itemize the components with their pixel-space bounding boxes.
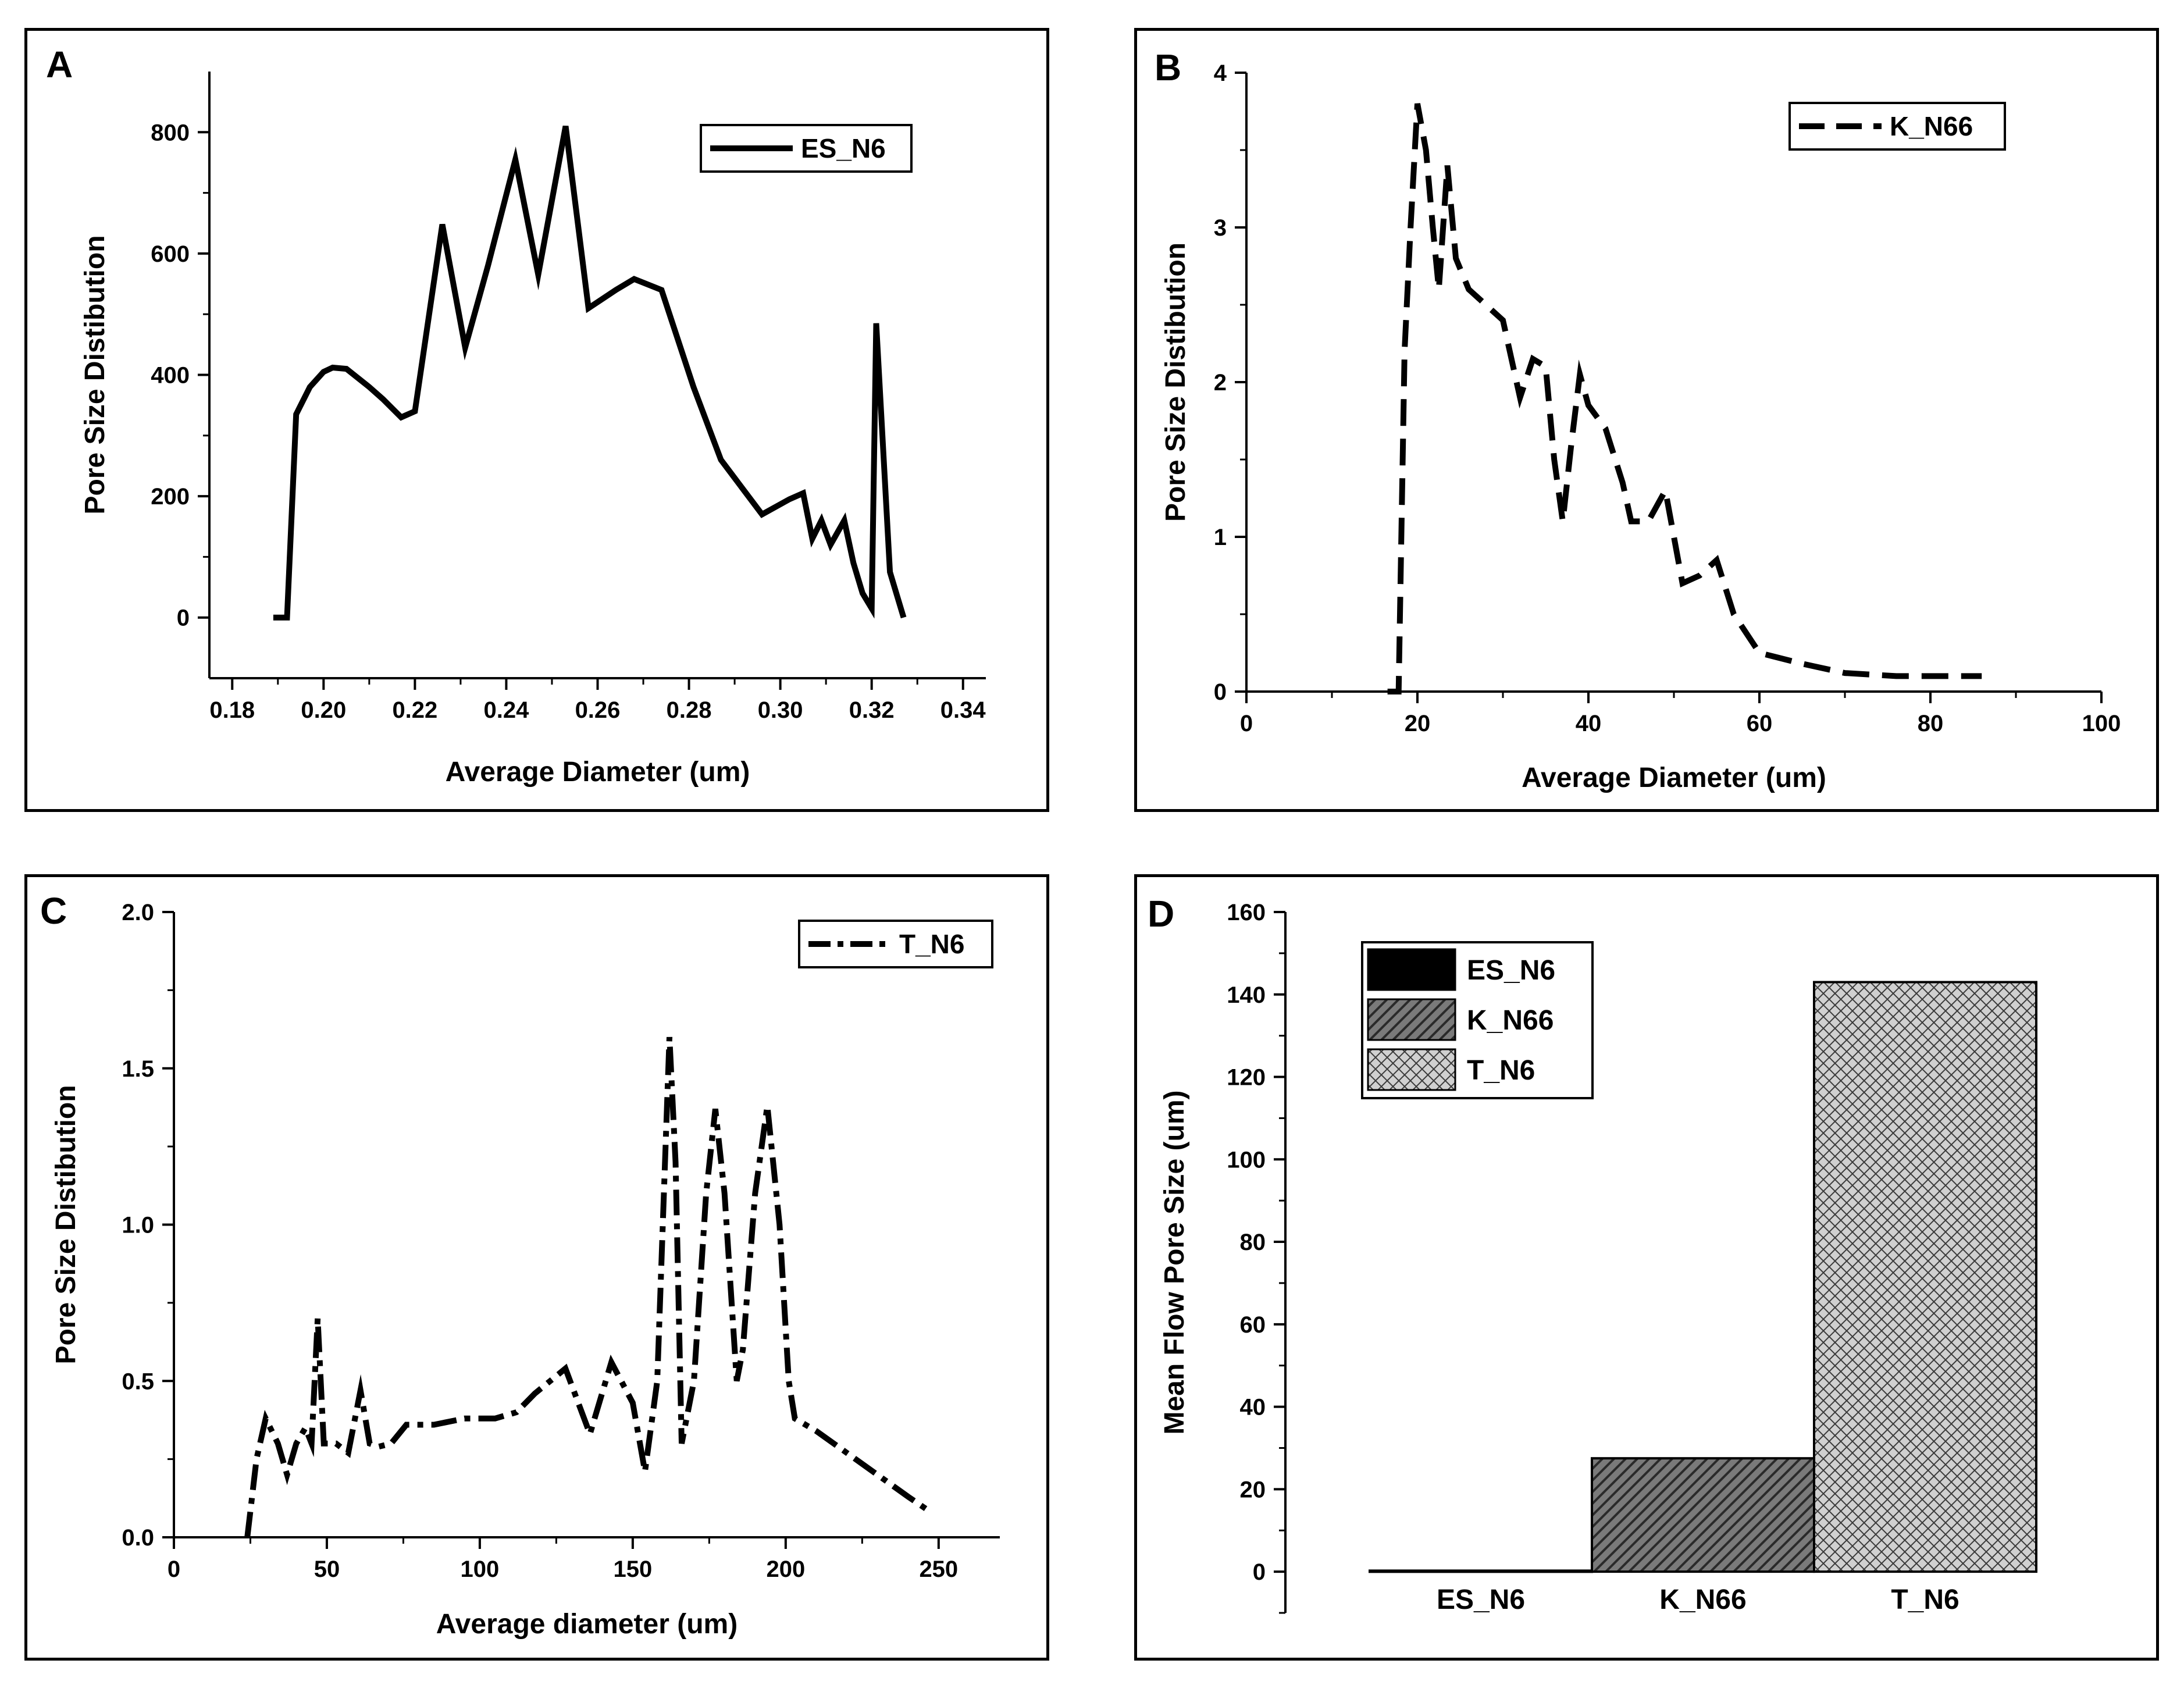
panel-a: A 0.18 0.20 0.22 0.24 0.26 0.28 0.30 0.32 0.34 0 20… [24, 28, 1049, 812]
legend-swatch [1367, 998, 1456, 1041]
x-tick-label: 0.32 [849, 697, 895, 723]
x-category-label: ES_N6 [1437, 1584, 1525, 1615]
chart-d: D 0 20 40 60 80 100 120 140 160 Mean Flow Pore Siz… [1148, 893, 2037, 1615]
x-axis-label: Average Diameter (um) [1522, 763, 1826, 793]
series-line-t-n6 [244, 1036, 928, 1538]
legend-swatch [1367, 948, 1456, 991]
y-tick-label: 1.5 [122, 1056, 154, 1082]
legend-label: T_N6 [899, 929, 964, 959]
x-tick-label: 0.30 [758, 697, 803, 723]
y-tick-label: 0 [1214, 679, 1227, 705]
y-tick-label: 0 [1253, 1559, 1266, 1585]
y-axis-label: Pore Size Distibution [51, 1085, 81, 1364]
y-tick-label: 2.0 [122, 900, 154, 925]
x-tick-label: 50 [314, 1556, 340, 1582]
x-tick-label: 0 [1240, 711, 1253, 736]
chart-c: C 0 50 100 150 200 250 0.0 0.5 1.0 1.5 2.0 Average d… [40, 890, 1000, 1640]
y-tick-label: 600 [151, 241, 190, 267]
y-tick-label: 140 [1227, 982, 1266, 1008]
x-tick-label: 150 [614, 1556, 653, 1582]
panel-d: D 0 20 40 60 80 100 120 140 160 Mean Flow Pore Siz… [1134, 874, 2159, 1661]
panel-c: C 0 50 100 150 200 250 0.0 0.5 1.0 1.5 2.0 Average d… [24, 874, 1049, 1661]
y-tick-label: 120 [1227, 1065, 1266, 1091]
y-tick-label: 2 [1214, 370, 1227, 396]
y-tick-label: 160 [1227, 900, 1266, 925]
chart-b: B 0 20 40 60 80 100 0 1 2 3 4 Average Diameter (um) P… [1155, 47, 2121, 793]
legend-swatch [1367, 1048, 1456, 1091]
y-tick-label: 1 [1214, 525, 1227, 550]
x-category-label: T_N6 [1891, 1584, 1959, 1615]
panel-b: B 0 20 40 60 80 100 0 1 2 3 4 Average Diameter (um) P… [1134, 28, 2159, 812]
x-tick-label: 0.20 [301, 697, 346, 723]
x-tick-label: 0.26 [575, 697, 621, 723]
y-tick-label: 0.5 [122, 1369, 154, 1394]
y-tick-label: 4 [1214, 60, 1227, 86]
legend-box [798, 920, 993, 968]
x-tick-label: 0.22 [392, 697, 437, 723]
y-tick-label: 0 [177, 605, 190, 631]
y-tick-label: 800 [151, 120, 190, 145]
legend-label: ES_N6 [801, 133, 886, 163]
bar-k-n66 [1591, 1457, 1815, 1573]
y-tick-label: 100 [1227, 1147, 1266, 1173]
x-tick-label: 100 [2082, 711, 2121, 736]
legend-label: K_N66 [1890, 111, 1973, 141]
x-tick-label: 0 [168, 1556, 180, 1582]
y-axis-label: Pore Size Distibution [1160, 243, 1191, 522]
y-tick-label: 60 [1240, 1312, 1266, 1338]
panel-letter: C [40, 890, 67, 932]
x-tick-label: 80 [1918, 711, 1944, 736]
panel-letter: A [46, 44, 73, 86]
panel-letter: D [1148, 893, 1174, 935]
x-tick-label: 200 [766, 1556, 805, 1582]
series-line-es-n6 [273, 125, 907, 621]
x-axis-label: Average Diameter (um) [446, 757, 750, 788]
y-axis-label: Mean Flow Pore Size (um) [1159, 1090, 1190, 1434]
y-tick-label: 1.0 [122, 1213, 154, 1238]
bar-t-n6 [1813, 981, 2037, 1573]
x-tick-label: 0.28 [667, 697, 712, 723]
y-tick-label: 80 [1240, 1230, 1266, 1255]
x-tick-label: 250 [919, 1556, 958, 1582]
y-tick-label: 3 [1214, 215, 1227, 241]
y-tick-label: 40 [1240, 1395, 1266, 1420]
legend-label: ES_N6 [1467, 955, 1555, 986]
x-tick-label: 0.18 [209, 697, 255, 723]
y-tick-label: 400 [151, 363, 190, 389]
y-tick-label: 0.0 [122, 1525, 154, 1551]
x-category-label: K_N66 [1659, 1584, 1746, 1615]
x-tick-label: 100 [461, 1556, 500, 1582]
y-axis-label: Pore Size Distibution [80, 235, 111, 514]
series-line-k-n66 [1387, 103, 1982, 694]
y-tick-label: 20 [1240, 1477, 1266, 1502]
chart-a: A 0.18 0.20 0.22 0.24 0.26 0.28 0.30 0.32 0.34 0 20… [46, 44, 986, 788]
x-tick-label: 20 [1405, 711, 1431, 736]
y-tick-label: 200 [151, 484, 190, 510]
legend-label: K_N66 [1467, 1005, 1554, 1036]
x-tick-label: 0.24 [484, 697, 530, 723]
bar-es-n6 [1369, 1569, 1593, 1573]
x-tick-label: 0.34 [940, 697, 986, 723]
x-axis-label: Average diameter (um) [436, 1609, 737, 1640]
x-tick-label: 60 [1747, 711, 1773, 736]
legend-label: T_N6 [1467, 1055, 1535, 1086]
x-tick-label: 40 [1576, 711, 1602, 736]
legend-box [1788, 102, 2006, 151]
panel-letter: B [1155, 47, 1181, 88]
